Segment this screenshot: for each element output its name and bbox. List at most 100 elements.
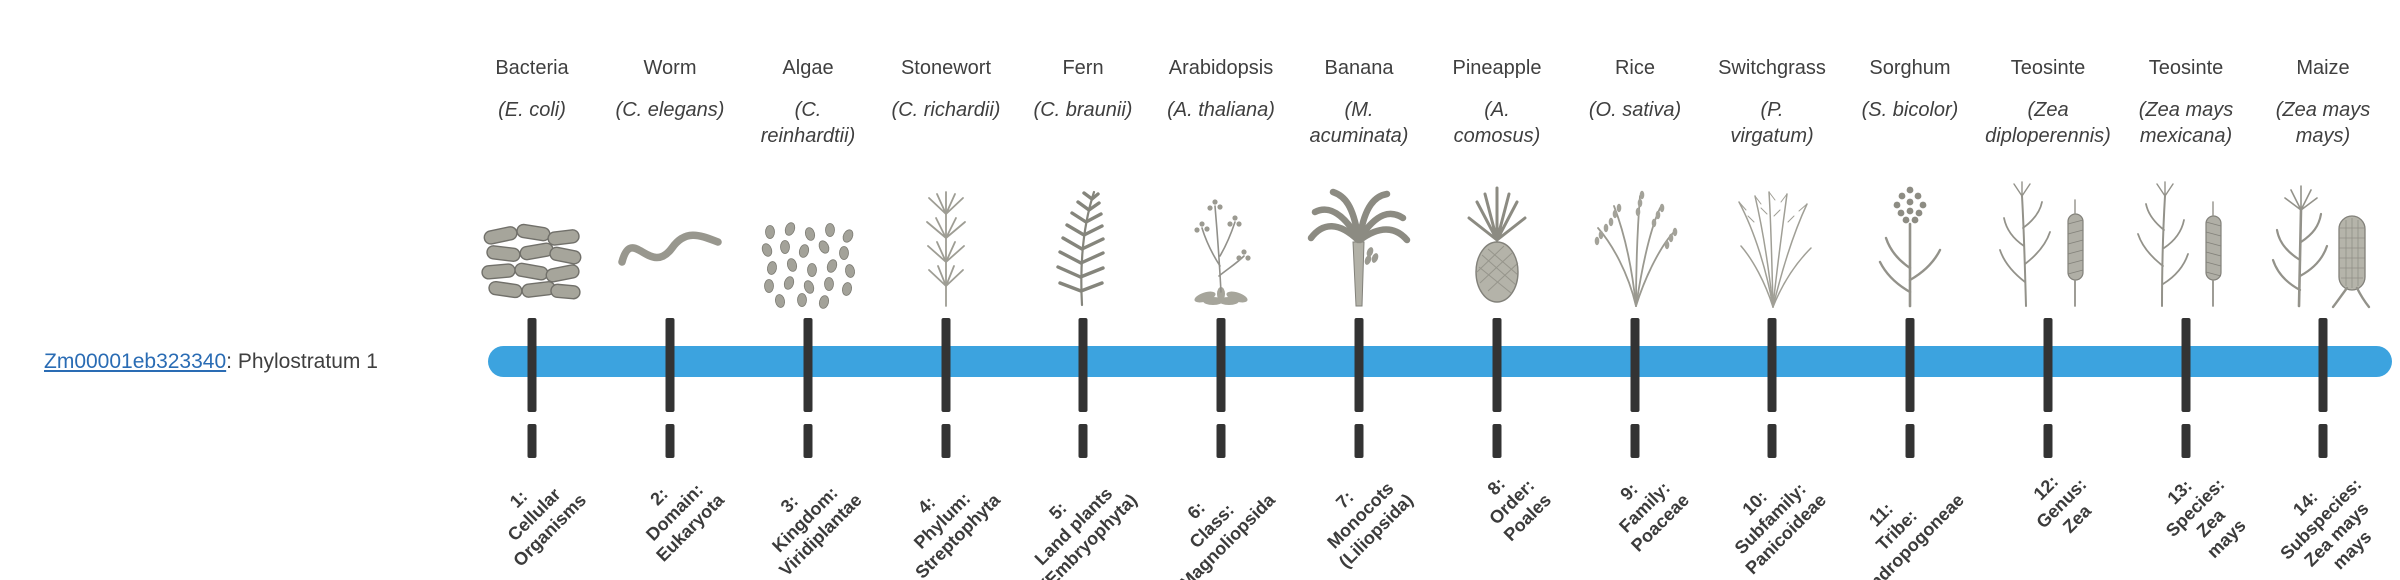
timeline-tick [1216,318,1226,412]
timeline-tick [665,318,675,412]
stratum-label: 3: Kingdom: Viridiplantae [768,482,866,580]
organism-name: Maize [2296,57,2350,79]
axis-tick [941,424,951,458]
axis-tick [1078,424,1088,458]
stratum-label: 2: Domain: Eukaryota [642,479,728,566]
organism-name: Teosinte [2010,57,2086,79]
fern-icon [1008,168,1158,308]
switchgrass-icon [1697,168,1847,308]
species-name: (P. virgatum) [1730,99,1814,147]
organism-header: Banana (M. acuminata) [1289,55,1429,149]
pineapple-icon [1422,168,1572,308]
stratum-label: 8: Order: Poales [1483,473,1555,546]
axis-tick [665,424,675,458]
timeline-tick [1767,318,1777,412]
axis-tick [1767,424,1777,458]
gene-label: Zm00001eb323340: Phylostratum 1 [44,347,378,377]
species-name: (C. braunii) [1033,99,1133,121]
banana-icon [1284,168,1434,308]
organism-name: Worm [643,57,697,79]
organism-header: Sorghum (S. bicolor) [1840,55,1980,123]
species-name: (Zea diploperennis) [1985,99,2111,147]
timeline-tick [2318,318,2328,412]
organism-header: Pineapple (A. comosus) [1427,55,1567,149]
axis-tick [2318,424,2328,458]
organism-header: Arabidopsis (A. thaliana) [1151,55,1291,123]
axis-tick [2181,424,2191,458]
gene-link[interactable]: Zm00001eb323340 [44,350,227,373]
maize-icon [2248,168,2398,309]
organism-header: Teosinte (Zea diploperennis) [1978,55,2118,149]
stratum-label: 13: Species: Zea mays [2161,474,2250,562]
organism-header: Bacteria (E. coli) [462,55,602,123]
organism-header: Teosinte (Zea mays mexicana) [2116,55,2256,149]
species-name: (S. bicolor) [1861,99,1959,121]
organism-name: Fern [1062,57,1104,79]
species-name: (Zea mays mays) [2275,99,2371,147]
organism-header: Switchgrass (P. virgatum) [1702,55,1842,149]
organism-header: Worm (C. elegans) [600,55,740,123]
stratum-label: 1: Cellular Organisms [503,484,590,571]
worm-icon [595,168,745,308]
arabidopsis-icon [1146,168,1296,308]
timeline-tick [803,318,813,412]
axis-tick [1905,424,1915,458]
organism-name: Switchgrass [1718,57,1826,79]
stratum-label: 5: Land plants (Embryophyta) [1030,483,1141,580]
organism-name: Bacteria [495,57,569,79]
organism-header: Maize (Zea mays mays) [2253,55,2393,149]
stonewort-icon [871,168,1021,308]
organism-name: Teosinte [2148,57,2224,79]
axis-tick [1630,424,1640,458]
stratum-label: 4: Phylum: Streptophyta [909,488,1004,580]
stratum-label: 12: Genus: Zea [2029,471,2096,537]
timeline-tick [2043,318,2053,412]
species-name: (A. thaliana) [1167,99,1275,121]
timeline-tick [1905,318,1915,412]
organism-header: Rice (O. sativa) [1565,55,1705,123]
rice-icon [1560,168,1710,308]
stratum-label: 14: Subspecies: Zea mays mays [2276,474,2376,574]
organism-header: Algae (C. reinhardtii) [738,55,878,149]
phylostratum-bar [488,346,2392,377]
timeline-tick [1492,318,1502,412]
organism-name: Sorghum [1869,57,1951,79]
axis-tick [1216,424,1226,458]
timeline-tick [1630,318,1640,412]
bacteria-icon [457,168,607,308]
timeline-tick [941,318,951,412]
species-name: (M. acuminata) [1309,99,1409,147]
stratum-label: 10: Subfamily: Panicoideae [1730,478,1830,579]
phylostratum-text: : Phylostratum 1 [226,350,378,373]
axis-tick [2043,424,2053,458]
species-name: (E. coli) [498,99,566,121]
axis-tick [1492,424,1502,458]
species-name: (C. reinhardtii) [760,99,856,147]
axis-tick [1354,424,1364,458]
organism-name: Stonewort [900,57,992,79]
sorghum-icon [1835,168,1985,308]
organism-name: Pineapple [1452,57,1542,79]
algae-icon [733,168,883,309]
species-name: (O. sativa) [1588,99,1682,121]
stratum-label: 6: Class: Magnoliopsida [1175,489,1279,580]
axis-tick [803,424,813,458]
species-name: (A. comosus) [1453,99,1541,147]
organism-name: Arabidopsis [1168,57,1274,79]
species-name: (C. elegans) [615,99,725,121]
organism-header: Fern (C. braunii) [1013,55,1153,123]
species-name: (Zea mays mexicana) [2138,99,2234,147]
organism-name: Algae [782,57,834,79]
timeline-tick [527,318,537,412]
species-name: (C. richardii) [891,99,1001,121]
organism-header: Stonewort (C. richardii) [876,55,1016,123]
teosinte-diploperennis-icon [1973,168,2123,308]
timeline-tick [1078,318,1088,412]
axis-tick [527,424,537,458]
stratum-label: 9: Family: Poaceae [1615,477,1693,556]
teosinte-mexicana-icon [2111,168,2261,308]
organism-name: Banana [1324,57,1394,79]
organism-name: Rice [1614,57,1655,79]
stratum-label: 11: Tribe: Andropogoneae [1856,489,1968,580]
